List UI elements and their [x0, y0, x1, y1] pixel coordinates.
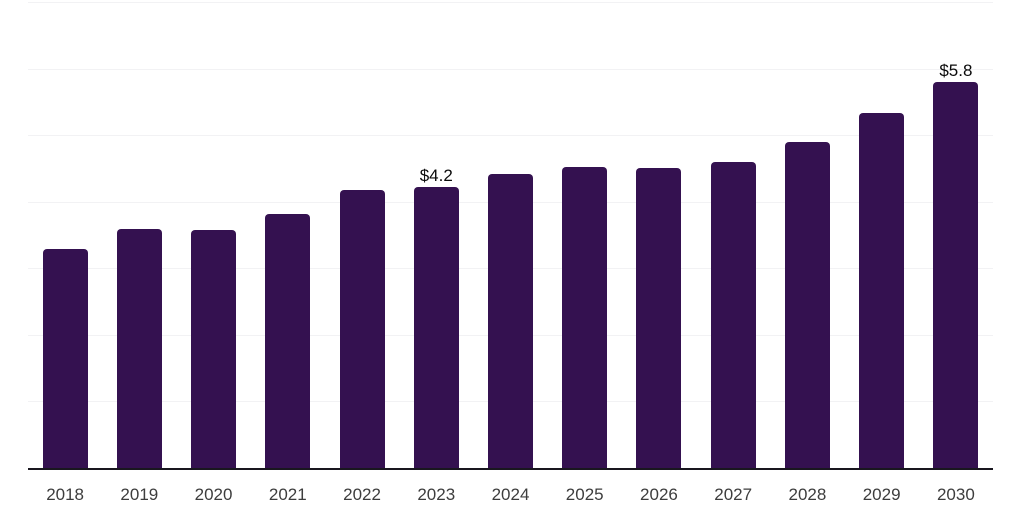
x-tick-label-2018: 2018 [46, 485, 85, 504]
x-tick-label-2030: 2030 [936, 485, 975, 504]
bar-2029 [859, 113, 905, 468]
x-axis-line [28, 468, 993, 470]
x-tick-label-2027: 2027 [714, 485, 753, 504]
bar-2019 [116, 229, 162, 468]
bar-2018 [42, 248, 88, 468]
plot-area: $4.2 $5.8 [28, 0, 993, 468]
bar-2024 [488, 173, 533, 468]
x-tick-label-2022: 2022 [343, 485, 381, 504]
x-tick-label-2019: 2019 [120, 485, 159, 504]
x-tick-label-2025: 2025 [565, 485, 604, 504]
bar-2021 [265, 214, 311, 468]
bar-2020 [191, 230, 237, 468]
bar-2023 [413, 187, 459, 468]
x-tick-label-2028: 2028 [788, 485, 827, 504]
x-tick-label-2020: 2020 [194, 485, 233, 504]
bar-value-label-2023: $4.2 [419, 166, 453, 186]
bar-2026 [636, 167, 682, 468]
x-tick-label-2026: 2026 [640, 485, 678, 504]
x-tick-label-2021: 2021 [268, 485, 307, 504]
bar-2025 [562, 167, 608, 468]
x-tick-label-2029: 2029 [862, 485, 901, 504]
bar-2028 [784, 142, 830, 468]
bar-2022 [339, 189, 385, 468]
gridline [28, 135, 993, 137]
bar-2027 [710, 162, 756, 468]
gridline [28, 2, 993, 3]
gridline [28, 68, 993, 70]
bar-2030 [933, 81, 979, 468]
x-tick-label-2023: 2023 [417, 485, 456, 504]
bar-value-label-2030: $5.8 [939, 60, 973, 80]
x-tick-label-2024: 2024 [491, 485, 530, 504]
